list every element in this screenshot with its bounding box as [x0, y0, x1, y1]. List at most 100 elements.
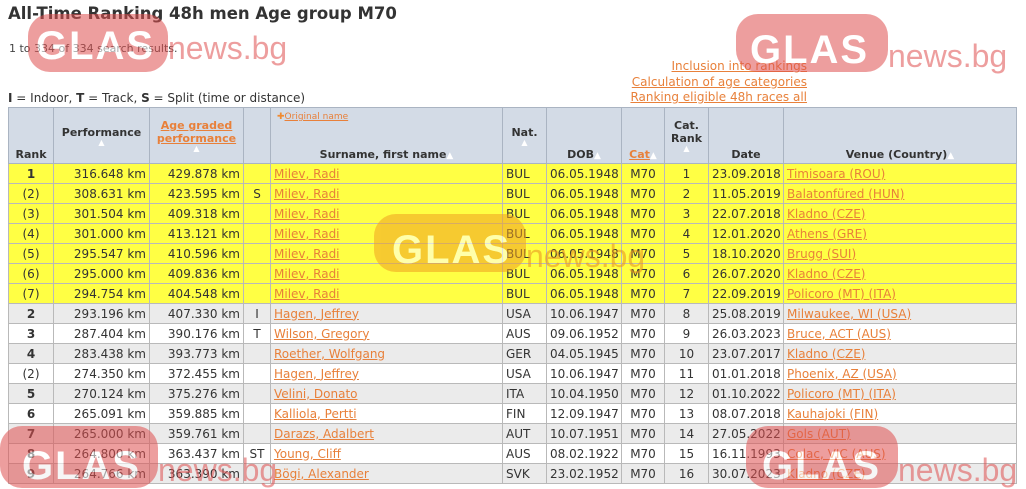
age-graded-cell: 363.390 km: [149, 463, 244, 484]
dob-cell: 09.06.1952: [546, 323, 622, 344]
eligible-races-link[interactable]: Ranking eligible 48h races all: [630, 90, 807, 104]
venue-link[interactable]: Kladno (CZE): [787, 346, 866, 361]
sort-arrow-icon[interactable]: ▲: [446, 151, 454, 161]
header-name[interactable]: ✚Original name Surname, first name▲: [270, 107, 503, 164]
category-cell: M70: [621, 323, 665, 344]
note-cell: [243, 363, 271, 384]
sort-arrow-icon[interactable]: ▲: [521, 137, 528, 147]
nationality-cell: AUS: [502, 323, 547, 344]
performance-cell: 264.800 km: [53, 443, 150, 464]
rank-cell: (4): [8, 223, 54, 244]
original-name-toggle[interactable]: ✚Original name: [277, 112, 348, 122]
rank-cell: (5): [8, 243, 54, 264]
sort-arrow-icon[interactable]: ▲: [98, 137, 105, 147]
table-row: (7) 294.754 km 404.548 km Milev, Radi BUL 06.…: [8, 283, 1017, 304]
athlete-name-link[interactable]: Hagen, Jeffrey: [274, 306, 359, 321]
dob-cell: 10.07.1951: [546, 423, 622, 444]
venue-link[interactable]: Kladno (CZE): [787, 206, 866, 221]
venue-link[interactable]: Policoro (MT) (ITA): [787, 286, 896, 301]
name-cell: Milev, Radi: [270, 163, 503, 184]
header-rank-label: Rank: [15, 148, 47, 161]
sort-arrow-icon[interactable]: ▲: [947, 151, 955, 161]
performance-cell: 295.547 km: [53, 243, 150, 264]
sort-arrow-icon[interactable]: ▲: [683, 144, 690, 153]
table-row: 8 264.800 km 363.437 km ST Young, Cliff AUS 08…: [8, 443, 1017, 464]
performance-cell: 294.754 km: [53, 283, 150, 304]
cat-link[interactable]: Cat: [629, 148, 650, 161]
venue-link[interactable]: Balatonfüred (HUN): [787, 186, 905, 201]
table-row: 4 283.438 km 393.773 km Roether, Wolfgang GE…: [8, 343, 1017, 364]
category-cell: M70: [621, 383, 665, 404]
results-count: 1 to 334 of 334 search results.: [9, 42, 178, 55]
venue-link[interactable]: Timisoara (ROU): [787, 166, 886, 181]
sort-arrow-icon[interactable]: ▲: [649, 151, 657, 161]
header-venue[interactable]: Venue (Country)▲: [783, 107, 1017, 164]
performance-cell: 301.000 km: [53, 223, 150, 244]
date-cell: 11.05.2019: [708, 183, 784, 204]
venue-link[interactable]: Colac, VIC (AUS): [787, 446, 886, 461]
header-rank: Rank: [8, 107, 54, 164]
venue-cell: Balatonfüred (HUN): [783, 183, 1017, 204]
name-cell: Kalliola, Pertti: [270, 403, 503, 424]
header-age-graded[interactable]: Age graded performance ▲: [149, 107, 244, 164]
cat-rank-cell: 8: [664, 303, 709, 324]
header-cat[interactable]: Cat▲: [621, 107, 665, 164]
name-cell: Milev, Radi: [270, 263, 503, 284]
age-graded-link[interactable]: Age graded performance: [156, 119, 237, 145]
venue-cell: Policoro (MT) (ITA): [783, 383, 1017, 404]
athlete-name-link[interactable]: Milev, Radi: [274, 266, 340, 281]
venue-link[interactable]: Bruce, ACT (AUS): [787, 326, 891, 341]
rank-cell: 9: [8, 463, 54, 484]
athlete-name-link[interactable]: Kalliola, Pertti: [274, 406, 357, 421]
athlete-name-link[interactable]: Bögi, Alexander: [274, 466, 369, 481]
performance-cell: 316.648 km: [53, 163, 150, 184]
venue-link[interactable]: Kladno (CZE): [787, 466, 866, 481]
category-cell: M70: [621, 243, 665, 264]
athlete-name-link[interactable]: Milev, Radi: [274, 286, 340, 301]
venue-cell: Gols (AUT): [783, 423, 1017, 444]
category-cell: M70: [621, 163, 665, 184]
header-performance[interactable]: Performance ▲: [53, 107, 150, 164]
venue-link[interactable]: Athens (GRE): [787, 226, 867, 241]
date-cell: 23.07.2017: [708, 343, 784, 364]
venue-link[interactable]: Milwaukee, WI (USA): [787, 306, 912, 321]
athlete-name-link[interactable]: Milev, Radi: [274, 186, 340, 201]
original-name-link[interactable]: Original name: [284, 112, 349, 122]
athlete-name-link[interactable]: Milev, Radi: [274, 166, 340, 181]
header-dob[interactable]: DOB▲: [546, 107, 622, 164]
nationality-cell: USA: [502, 363, 547, 384]
athlete-name-link[interactable]: Milev, Radi: [274, 246, 340, 261]
header-nat[interactable]: Nat. ▲: [502, 107, 547, 164]
rank-cell: 2: [8, 303, 54, 324]
athlete-name-link[interactable]: Milev, Radi: [274, 206, 340, 221]
category-cell: M70: [621, 303, 665, 324]
sort-arrow-icon[interactable]: ▲: [593, 151, 601, 161]
athlete-name-link[interactable]: Hagen, Jeffrey: [274, 366, 359, 381]
venue-link[interactable]: Policoro (MT) (ITA): [787, 386, 896, 401]
athlete-name-link[interactable]: Wilson, Gregory: [274, 326, 370, 341]
inclusion-link[interactable]: Inclusion into rankings: [671, 59, 807, 73]
venue-link[interactable]: Gols (AUT): [787, 426, 851, 441]
athlete-name-link[interactable]: Young, Cliff: [274, 446, 341, 461]
athlete-name-link[interactable]: Roether, Wolfgang: [274, 346, 386, 361]
category-cell: M70: [621, 343, 665, 364]
legend: I = Indoor, T = Track, S = Split (time o…: [8, 91, 305, 105]
header-cat-rank[interactable]: Cat. Rank ▲: [664, 107, 709, 164]
header-dob-label: DOB: [567, 148, 594, 161]
age-categories-link[interactable]: Calculation of age categories: [631, 74, 807, 89]
venue-link[interactable]: Phoenix, AZ (USA): [787, 366, 897, 381]
athlete-name-link[interactable]: Milev, Radi: [274, 226, 340, 241]
performance-cell: 265.000 km: [53, 423, 150, 444]
venue-link[interactable]: Brugg (SUI): [787, 246, 857, 261]
header-date: Date: [708, 107, 784, 164]
athlete-name-link[interactable]: Darazs, Adalbert: [274, 426, 375, 441]
venue-cell: Milwaukee, WI (USA): [783, 303, 1017, 324]
name-cell: Milev, Radi: [270, 223, 503, 244]
venue-link[interactable]: Kladno (CZE): [787, 266, 866, 281]
sort-arrow-icon[interactable]: ▲: [193, 144, 200, 153]
age-graded-cell: 409.836 km: [149, 263, 244, 284]
note-cell: [243, 203, 271, 224]
name-cell: Milev, Radi: [270, 203, 503, 224]
venue-link[interactable]: Kauhajoki (FIN): [787, 406, 879, 421]
athlete-name-link[interactable]: Velini, Donato: [274, 386, 358, 401]
